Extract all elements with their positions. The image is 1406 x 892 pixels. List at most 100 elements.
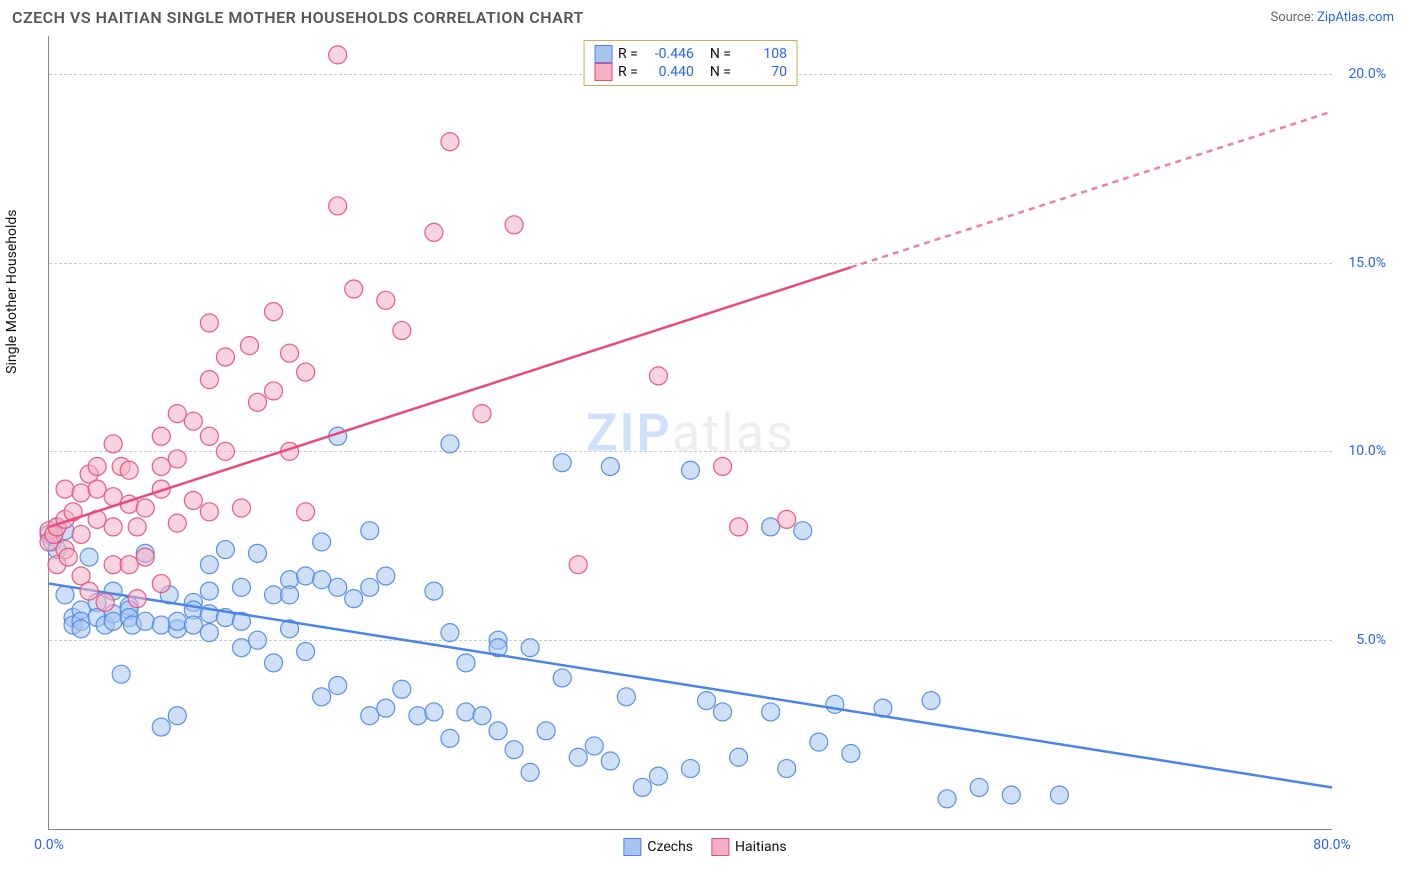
scatter-point: [682, 461, 700, 479]
scatter-point: [232, 499, 250, 517]
scatter-point: [441, 729, 459, 747]
scatter-point: [521, 639, 539, 657]
scatter-point: [248, 393, 266, 411]
scatter-point: [1002, 786, 1020, 804]
plot-svg: [49, 36, 1332, 829]
scatter-point: [377, 699, 395, 717]
scatter-point: [617, 688, 635, 706]
scatter-point: [88, 480, 106, 498]
plot-area: ZIPatlas R =-0.446N =108R =0.440N =70 5.…: [48, 36, 1332, 830]
scatter-point: [56, 480, 74, 498]
scatter-point: [457, 654, 475, 672]
scatter-point: [200, 314, 218, 332]
scatter-point: [96, 593, 114, 611]
scatter-point: [136, 612, 154, 630]
scatter-point: [778, 760, 796, 778]
scatter-point: [649, 367, 667, 385]
scatter-point: [601, 457, 619, 475]
scatter-point: [714, 703, 732, 721]
scatter-point: [168, 707, 186, 725]
scatter-point: [601, 752, 619, 770]
scatter-point: [216, 442, 234, 460]
scatter-point: [441, 624, 459, 642]
scatter-point: [682, 760, 700, 778]
scatter-point: [409, 707, 427, 725]
scatter-point: [80, 548, 98, 566]
legend-n-label: N =: [710, 46, 731, 62]
series-legend-label: Haitians: [735, 839, 787, 855]
scatter-point: [457, 703, 475, 721]
scatter-point: [649, 767, 667, 785]
trend-line-dashed: [851, 112, 1332, 268]
scatter-point: [505, 741, 523, 759]
scatter-point: [232, 578, 250, 596]
scatter-point: [265, 586, 283, 604]
legend-n-value: 108: [739, 46, 787, 62]
scatter-point: [200, 582, 218, 600]
scatter-point: [120, 556, 138, 574]
scatter-point: [922, 692, 940, 710]
scatter-point: [88, 457, 106, 475]
legend-r-value: 0.440: [646, 64, 694, 80]
legend-swatch: [594, 45, 612, 63]
scatter-point: [200, 503, 218, 521]
scatter-point: [361, 707, 379, 725]
scatter-point: [59, 548, 77, 566]
series-legend-item[interactable]: Haitians: [711, 838, 787, 856]
y-tick-label: 10.0%: [1348, 443, 1386, 459]
scatter-point: [112, 665, 130, 683]
scatter-point: [329, 46, 347, 64]
scatter-point: [152, 457, 170, 475]
scatter-point: [136, 548, 154, 566]
source-link[interactable]: ZipAtlas.com: [1317, 10, 1394, 25]
legend-swatch: [711, 838, 729, 856]
scatter-point: [184, 616, 202, 634]
scatter-point: [730, 518, 748, 536]
scatter-point: [970, 778, 988, 796]
y-tick-label: 5.0%: [1356, 632, 1386, 648]
scatter-point: [104, 435, 122, 453]
series-legend-item[interactable]: Czechs: [623, 838, 693, 856]
legend-n-label: N =: [710, 64, 731, 80]
chart-title: CZECH VS HAITIAN SINGLE MOTHER HOUSEHOLD…: [12, 8, 584, 27]
scatter-point: [938, 790, 956, 808]
scatter-point: [168, 514, 186, 532]
scatter-point: [80, 582, 98, 600]
scatter-point: [200, 427, 218, 445]
scatter-point: [200, 624, 218, 642]
scatter-point: [152, 427, 170, 445]
scatter-point: [184, 412, 202, 430]
scatter-point: [794, 522, 812, 540]
scatter-point: [265, 654, 283, 672]
scatter-point: [56, 586, 74, 604]
scatter-point: [136, 499, 154, 517]
scatter-point: [441, 435, 459, 453]
scatter-point: [425, 223, 443, 241]
scatter-point: [216, 348, 234, 366]
scatter-point: [104, 556, 122, 574]
scatter-point: [537, 722, 555, 740]
scatter-point: [297, 643, 315, 661]
correlation-legend: R =-0.446N =108R =0.440N =70: [583, 40, 798, 86]
source-label: Source: ZipAtlas.com: [1270, 10, 1394, 25]
scatter-point: [361, 522, 379, 540]
scatter-point: [473, 707, 491, 725]
scatter-point: [200, 371, 218, 389]
scatter-point: [152, 718, 170, 736]
scatter-point: [72, 525, 90, 543]
scatter-point: [345, 280, 363, 298]
scatter-point: [329, 578, 347, 596]
y-tick-label: 20.0%: [1348, 66, 1386, 82]
scatter-point: [505, 216, 523, 234]
scatter-point: [441, 133, 459, 151]
scatter-point: [265, 303, 283, 321]
scatter-point: [361, 578, 379, 596]
scatter-point: [377, 291, 395, 309]
legend-swatch: [594, 63, 612, 81]
scatter-point: [569, 748, 587, 766]
scatter-point: [842, 744, 860, 762]
scatter-point: [281, 344, 299, 362]
scatter-point: [393, 322, 411, 340]
scatter-point: [473, 405, 491, 423]
scatter-point: [216, 541, 234, 559]
